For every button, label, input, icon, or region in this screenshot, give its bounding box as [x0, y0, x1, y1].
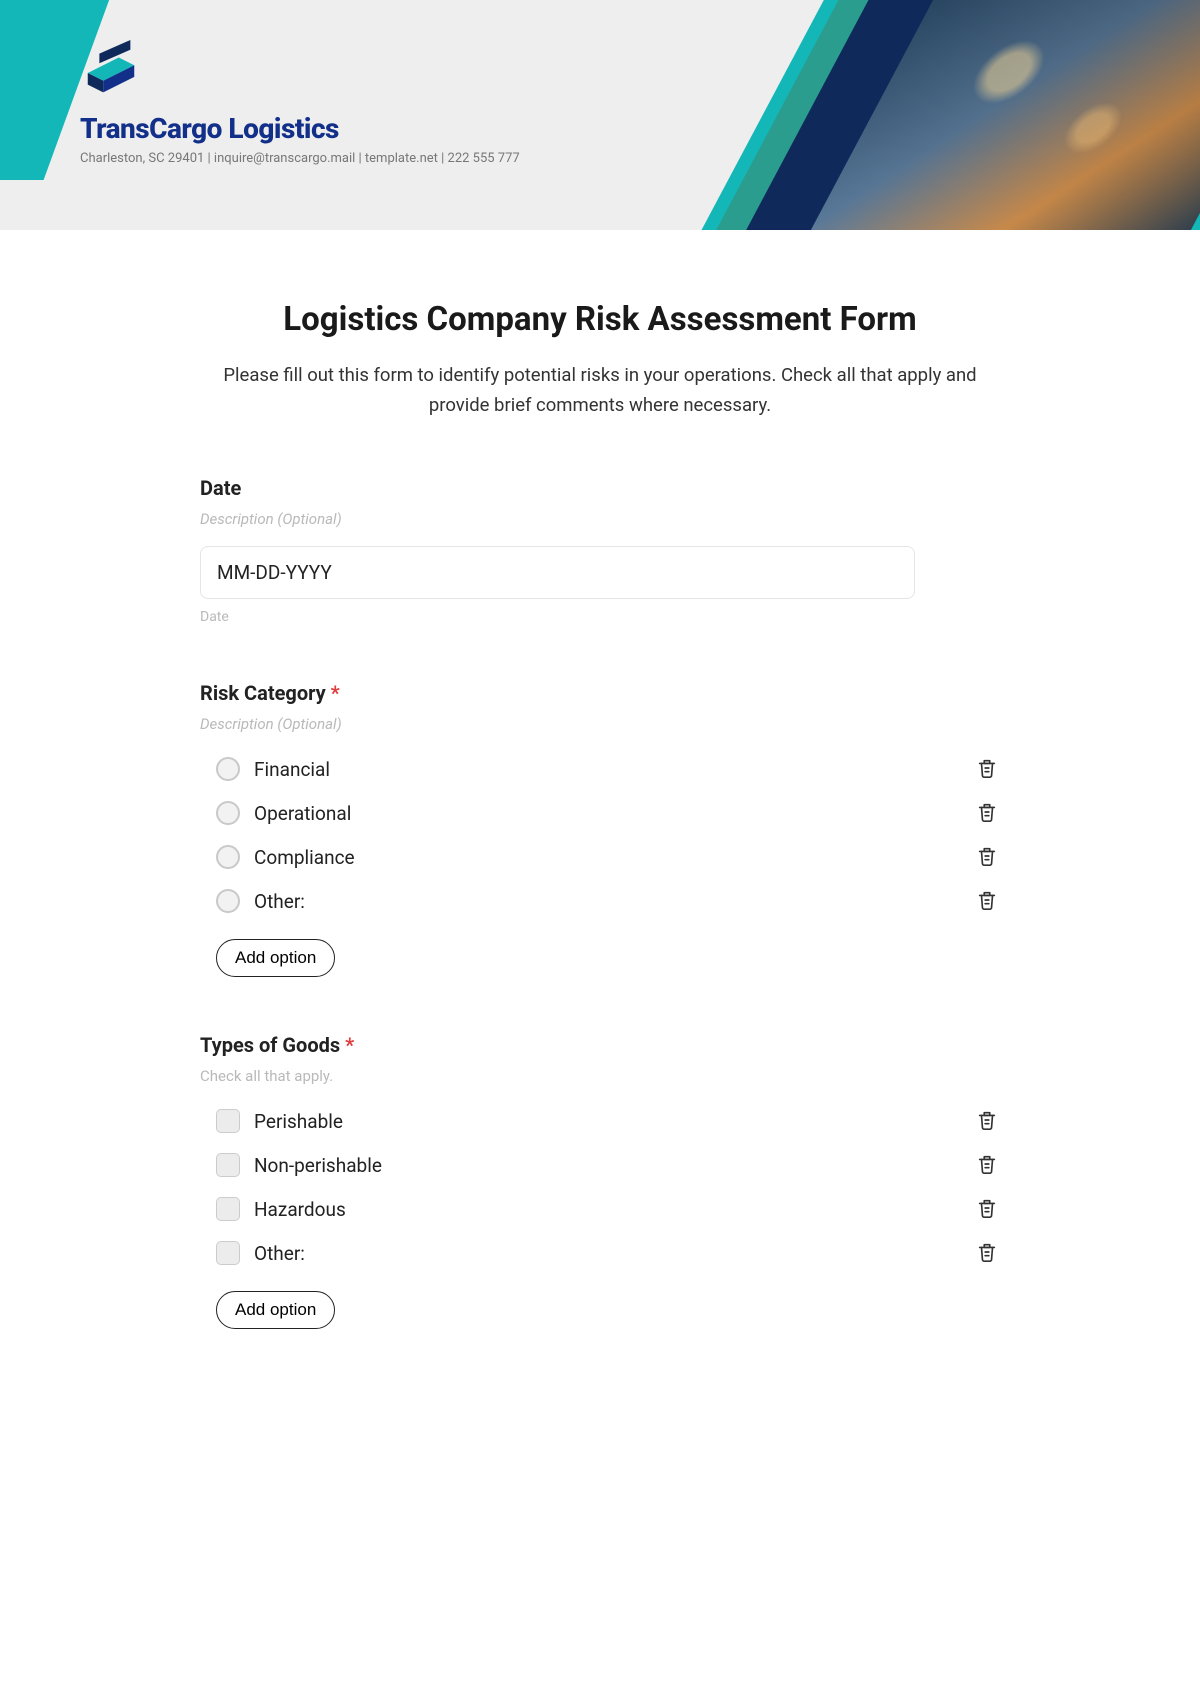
trash-icon[interactable]	[976, 757, 998, 781]
goods-description: Check all that apply.	[200, 1067, 1000, 1085]
risk-category-label: Risk Category *	[200, 681, 1000, 705]
option-row: Other:	[200, 879, 1000, 923]
required-marker: *	[345, 1033, 354, 1057]
option-row: Financial	[200, 747, 1000, 791]
goods-options: Perishable Non-perishable Hazardous Othe…	[200, 1099, 1000, 1275]
radio-input[interactable]	[216, 801, 240, 825]
date-input[interactable]	[200, 546, 915, 599]
trash-icon[interactable]	[976, 1241, 998, 1265]
option-row: Operational	[200, 791, 1000, 835]
risk-category-label-text: Risk Category	[200, 681, 326, 705]
option-label: Operational	[254, 802, 976, 825]
checkbox-input[interactable]	[216, 1241, 240, 1265]
checkbox-input[interactable]	[216, 1109, 240, 1133]
required-marker: *	[331, 681, 340, 705]
field-types-of-goods: Types of Goods * Check all that apply. P…	[200, 1033, 1000, 1329]
option-label: Other:	[254, 1242, 976, 1265]
option-row: Hazardous	[200, 1187, 1000, 1231]
option-label: Perishable	[254, 1110, 976, 1133]
field-date: Date Description (Optional) Date	[200, 476, 1000, 625]
trash-icon[interactable]	[976, 801, 998, 825]
brand-name: TransCargo Logistics	[80, 112, 520, 145]
risk-category-description: Description (Optional)	[200, 715, 1000, 733]
brand-logo-icon	[80, 40, 142, 102]
trash-icon[interactable]	[976, 889, 998, 913]
trash-icon[interactable]	[976, 1197, 998, 1221]
risk-category-options: Financial Operational Compliance Other:	[200, 747, 1000, 923]
trash-icon[interactable]	[976, 845, 998, 869]
goods-label-text: Types of Goods	[200, 1033, 340, 1057]
option-label: Financial	[254, 758, 976, 781]
radio-input[interactable]	[216, 889, 240, 913]
option-label: Non-perishable	[254, 1154, 976, 1177]
radio-input[interactable]	[216, 845, 240, 869]
option-label: Other:	[254, 890, 976, 913]
trash-icon[interactable]	[976, 1109, 998, 1133]
add-option-button[interactable]: Add option	[216, 939, 335, 977]
form-title: Logistics Company Risk Assessment Form	[200, 300, 1000, 339]
form-subtitle: Please fill out this form to identify po…	[200, 361, 1000, 420]
field-risk-category: Risk Category * Description (Optional) F…	[200, 681, 1000, 977]
date-description: Description (Optional)	[200, 510, 1000, 528]
checkbox-input[interactable]	[216, 1153, 240, 1177]
trash-icon[interactable]	[976, 1153, 998, 1177]
date-label: Date	[200, 476, 1000, 500]
add-option-button[interactable]: Add option	[216, 1291, 335, 1329]
option-row: Other:	[200, 1231, 1000, 1275]
option-row: Compliance	[200, 835, 1000, 879]
brand-subline: Charleston, SC 29401 | inquire@transcarg…	[80, 151, 520, 166]
header-banner: TransCargo Logistics Charleston, SC 2940…	[0, 0, 1200, 230]
brand-block: TransCargo Logistics Charleston, SC 2940…	[80, 40, 520, 166]
option-row: Perishable	[200, 1099, 1000, 1143]
option-label: Hazardous	[254, 1198, 976, 1221]
date-helper: Date	[200, 609, 1000, 625]
option-label: Compliance	[254, 846, 976, 869]
form-page: Logistics Company Risk Assessment Form P…	[190, 300, 1010, 1389]
checkbox-input[interactable]	[216, 1197, 240, 1221]
goods-label: Types of Goods *	[200, 1033, 1000, 1057]
radio-input[interactable]	[216, 757, 240, 781]
option-row: Non-perishable	[200, 1143, 1000, 1187]
